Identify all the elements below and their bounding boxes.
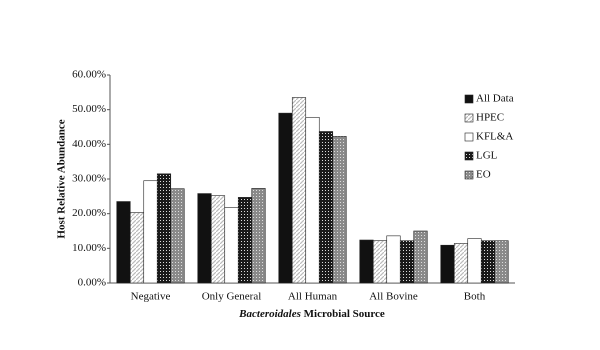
bar xyxy=(224,207,239,284)
bar xyxy=(467,238,482,284)
bar xyxy=(305,116,320,284)
y-tick-label: 60.00% xyxy=(72,69,106,81)
legend-swatch xyxy=(464,151,474,161)
bar xyxy=(170,188,185,284)
bar xyxy=(237,197,253,284)
legend-label: HPEC xyxy=(476,112,504,124)
x-axis-label-italic: Bacteroidales xyxy=(238,308,301,320)
legend-label: EO xyxy=(476,169,491,181)
legend-label: LGL xyxy=(476,150,498,162)
x-tick-label: All Bovine xyxy=(369,291,418,303)
bar xyxy=(251,188,266,284)
x-tick-label: Only General xyxy=(202,291,262,303)
y-tick-label: 0.00% xyxy=(78,277,106,289)
legend-swatch xyxy=(464,113,474,123)
bar xyxy=(156,173,172,284)
y-axis-label: Host Relative Abundance xyxy=(56,119,68,238)
bar xyxy=(116,201,131,284)
legend-swatch xyxy=(464,94,474,104)
y-tick-label: 10.00% xyxy=(72,242,106,254)
bar xyxy=(480,240,496,284)
bar xyxy=(318,131,334,284)
x-axis-label: Bacteroidales Microbial Source xyxy=(238,308,385,320)
y-tick-label: 20.00% xyxy=(72,207,106,219)
bar xyxy=(291,97,307,284)
y-tick-label: 40.00% xyxy=(72,138,106,150)
y-tick-label: 30.00% xyxy=(72,173,106,185)
x-tick-label: Negative xyxy=(131,291,171,303)
bar xyxy=(440,244,455,284)
x-tick-label: All Human xyxy=(288,291,338,303)
legend-swatch xyxy=(464,170,474,180)
bar xyxy=(453,243,469,284)
bar xyxy=(494,240,509,284)
bar xyxy=(399,240,415,284)
bar xyxy=(278,112,293,284)
bar xyxy=(413,230,428,284)
bar xyxy=(143,180,158,284)
legend-swatch xyxy=(464,132,474,142)
x-tick-label: Both xyxy=(464,291,486,303)
bar xyxy=(332,136,347,284)
x-axis-label-rest: Microbial Source xyxy=(304,308,385,320)
bar xyxy=(129,212,145,284)
bar xyxy=(386,235,401,284)
y-tick-label: 50.00% xyxy=(72,103,106,115)
bar xyxy=(197,193,212,284)
bar xyxy=(210,195,226,284)
bar xyxy=(372,240,388,284)
legend-label: All Data xyxy=(476,93,514,105)
bar xyxy=(359,239,374,284)
legend-label: KFL&A xyxy=(476,131,513,143)
